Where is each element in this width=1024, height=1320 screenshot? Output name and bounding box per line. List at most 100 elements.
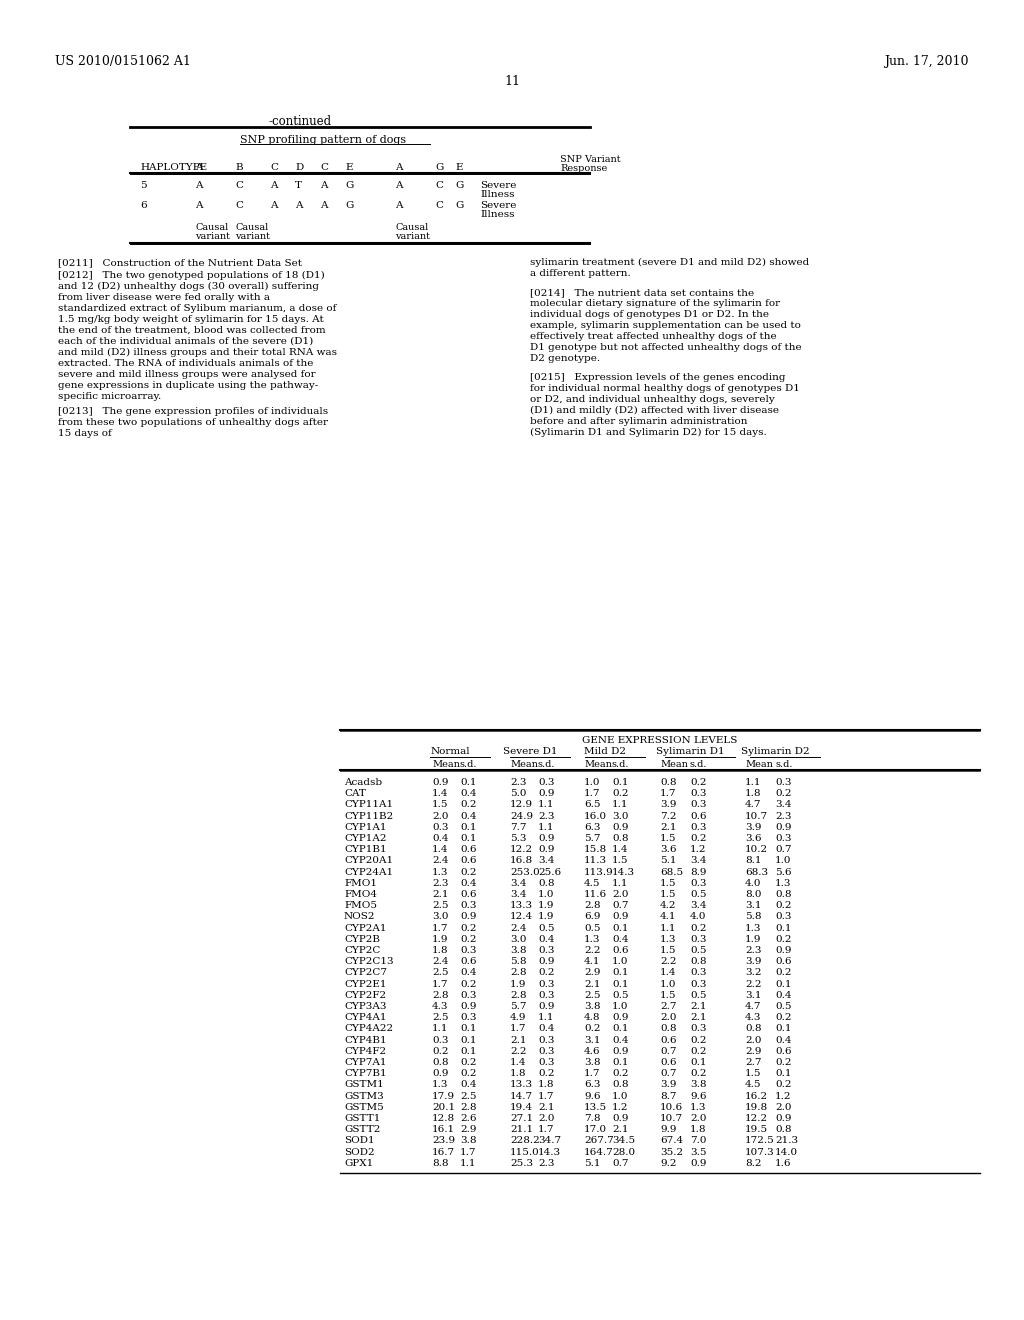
- Text: 0.1: 0.1: [612, 1059, 629, 1067]
- Text: 2.9: 2.9: [584, 969, 600, 977]
- Text: 7.2: 7.2: [660, 812, 677, 821]
- Text: or D2, and individual unhealthy dogs, severely: or D2, and individual unhealthy dogs, se…: [530, 395, 775, 404]
- Text: 0.3: 0.3: [538, 1047, 555, 1056]
- Text: 3.8: 3.8: [460, 1137, 476, 1146]
- Text: 3.9: 3.9: [745, 822, 762, 832]
- Text: 5.8: 5.8: [745, 912, 762, 921]
- Text: Mean: Mean: [745, 760, 773, 770]
- Text: CYP3A3: CYP3A3: [344, 1002, 386, 1011]
- Text: 1.3: 1.3: [432, 1080, 449, 1089]
- Text: 0.1: 0.1: [460, 1047, 476, 1056]
- Text: 2.8: 2.8: [460, 1102, 476, 1111]
- Text: 2.5: 2.5: [460, 1092, 476, 1101]
- Text: 0.6: 0.6: [690, 812, 707, 821]
- Text: 0.2: 0.2: [460, 935, 476, 944]
- Text: 3.4: 3.4: [538, 857, 555, 866]
- Text: GSTT1: GSTT1: [344, 1114, 380, 1123]
- Text: 0.3: 0.3: [775, 834, 792, 843]
- Text: 0.2: 0.2: [775, 935, 792, 944]
- Text: FMO5: FMO5: [344, 902, 377, 911]
- Text: [0212]   The two genotyped populations of 18 (D1): [0212] The two genotyped populations of …: [58, 271, 325, 280]
- Text: 1.9: 1.9: [510, 979, 526, 989]
- Text: 0.4: 0.4: [612, 1036, 629, 1044]
- Text: 0.4: 0.4: [460, 812, 476, 821]
- Text: Causal: Causal: [234, 223, 268, 232]
- Text: 5.6: 5.6: [775, 867, 792, 876]
- Text: 16.2: 16.2: [745, 1092, 768, 1101]
- Text: effectively treat affected unhealthy dogs of the: effectively treat affected unhealthy dog…: [530, 333, 776, 341]
- Text: 12.4: 12.4: [510, 912, 534, 921]
- Text: 14.3: 14.3: [538, 1147, 561, 1156]
- Text: 0.1: 0.1: [612, 1024, 629, 1034]
- Text: 1.1: 1.1: [745, 777, 762, 787]
- Text: 1.3: 1.3: [690, 1102, 707, 1111]
- Text: 0.9: 0.9: [612, 912, 629, 921]
- Text: 4.3: 4.3: [745, 1014, 762, 1022]
- Text: 0.2: 0.2: [775, 1059, 792, 1067]
- Text: 2.3: 2.3: [432, 879, 449, 888]
- Text: 2.0: 2.0: [690, 1114, 707, 1123]
- Text: CYP11A1: CYP11A1: [344, 800, 393, 809]
- Text: GSTM3: GSTM3: [344, 1092, 384, 1101]
- Text: 2.3: 2.3: [775, 812, 792, 821]
- Text: 0.7: 0.7: [612, 1159, 629, 1168]
- Text: 0.1: 0.1: [775, 924, 792, 933]
- Text: 1.1: 1.1: [432, 1024, 449, 1034]
- Text: 11.6: 11.6: [584, 890, 607, 899]
- Text: s.d.: s.d.: [460, 760, 477, 770]
- Text: 0.8: 0.8: [775, 890, 792, 899]
- Text: FMO1: FMO1: [344, 879, 377, 888]
- Text: 0.1: 0.1: [612, 777, 629, 787]
- Text: 15.8: 15.8: [584, 845, 607, 854]
- Text: 6: 6: [140, 201, 146, 210]
- Text: 0.6: 0.6: [612, 946, 629, 954]
- Text: Severe: Severe: [480, 181, 516, 190]
- Text: Mean: Mean: [432, 760, 460, 770]
- Text: 2.2: 2.2: [584, 946, 600, 954]
- Text: 0.8: 0.8: [660, 777, 677, 787]
- Text: 0.6: 0.6: [460, 845, 476, 854]
- Text: 1.2: 1.2: [612, 1102, 629, 1111]
- Text: 5.7: 5.7: [584, 834, 600, 843]
- Text: 113.9: 113.9: [584, 867, 613, 876]
- Text: 0.8: 0.8: [660, 1024, 677, 1034]
- Text: Normal: Normal: [430, 747, 470, 756]
- Text: G: G: [435, 162, 443, 172]
- Text: 0.2: 0.2: [538, 1069, 555, 1078]
- Text: 1.9: 1.9: [538, 912, 555, 921]
- Text: 0.3: 0.3: [460, 1014, 476, 1022]
- Text: 19.8: 19.8: [745, 1102, 768, 1111]
- Text: 0.1: 0.1: [460, 777, 476, 787]
- Text: 0.3: 0.3: [538, 991, 555, 999]
- Text: CYP11B2: CYP11B2: [344, 812, 393, 821]
- Text: 3.6: 3.6: [660, 845, 677, 854]
- Text: 4.5: 4.5: [584, 879, 600, 888]
- Text: 0.6: 0.6: [775, 957, 792, 966]
- Text: 3.8: 3.8: [690, 1080, 707, 1089]
- Text: 21.3: 21.3: [775, 1137, 798, 1146]
- Text: 3.4: 3.4: [690, 857, 707, 866]
- Text: 0.4: 0.4: [538, 1024, 555, 1034]
- Text: Acadsb: Acadsb: [344, 777, 382, 787]
- Text: E: E: [345, 162, 352, 172]
- Text: 0.8: 0.8: [538, 879, 555, 888]
- Text: 253.0: 253.0: [510, 867, 540, 876]
- Text: G: G: [455, 201, 464, 210]
- Text: 0.9: 0.9: [612, 1047, 629, 1056]
- Text: GSTT2: GSTT2: [344, 1125, 380, 1134]
- Text: 0.9: 0.9: [538, 1002, 555, 1011]
- Text: CYP4B1: CYP4B1: [344, 1036, 387, 1044]
- Text: C: C: [435, 181, 443, 190]
- Text: example, sylimarin supplementation can be used to: example, sylimarin supplementation can b…: [530, 321, 801, 330]
- Text: 1.2: 1.2: [775, 1092, 792, 1101]
- Text: and mild (D2) illness groups and their total RNA was: and mild (D2) illness groups and their t…: [58, 348, 337, 358]
- Text: 17.0: 17.0: [584, 1125, 607, 1134]
- Text: 34.7: 34.7: [538, 1137, 561, 1146]
- Text: 2.1: 2.1: [584, 979, 600, 989]
- Text: 2.5: 2.5: [584, 991, 600, 999]
- Text: 3.9: 3.9: [660, 1080, 677, 1089]
- Text: 0.2: 0.2: [690, 1036, 707, 1044]
- Text: 1.5: 1.5: [660, 946, 677, 954]
- Text: 2.3: 2.3: [745, 946, 762, 954]
- Text: 0.9: 0.9: [432, 777, 449, 787]
